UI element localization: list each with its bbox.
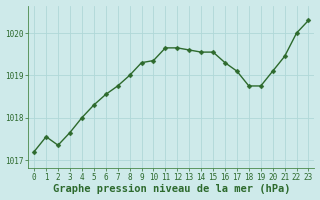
X-axis label: Graphe pression niveau de la mer (hPa): Graphe pression niveau de la mer (hPa) <box>52 184 290 194</box>
